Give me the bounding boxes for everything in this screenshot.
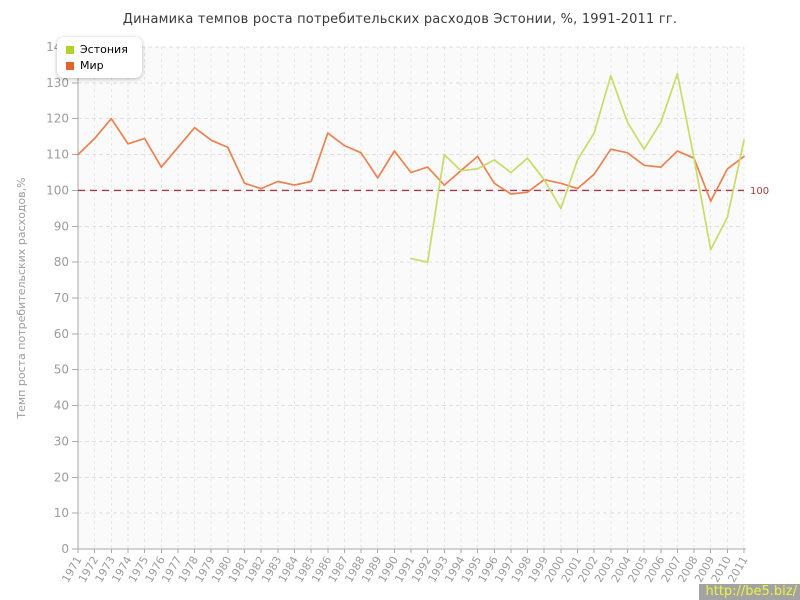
- y-axis-ticks: 0102030405060708090100110120130140: [46, 40, 78, 556]
- legend-item-estonia[interactable]: Эстония: [66, 43, 128, 56]
- svg-text:60: 60: [54, 327, 69, 341]
- svg-text:100: 100: [750, 186, 769, 197]
- legend-label-world: Мир: [80, 59, 104, 72]
- estonia-swatch-icon: [66, 45, 74, 54]
- legend-item-world[interactable]: Мир: [66, 59, 128, 72]
- svg-text:40: 40: [54, 399, 69, 413]
- svg-text:100: 100: [46, 183, 69, 197]
- svg-text:120: 120: [46, 112, 69, 126]
- svg-text:90: 90: [54, 219, 69, 233]
- svg-text:30: 30: [54, 434, 69, 448]
- svg-text:130: 130: [46, 76, 69, 90]
- reference-line-100: 100: [78, 186, 769, 197]
- estonia-line: [410, 73, 745, 263]
- watermark-link[interactable]: http://be5.biz/: [699, 584, 800, 600]
- chart-title: Динамика темпов роста потребительских ра…: [122, 12, 678, 27]
- svg-text:110: 110: [46, 148, 69, 162]
- world-line: [77, 117, 745, 203]
- world-swatch-icon: [66, 61, 74, 70]
- svg-text:70: 70: [54, 291, 69, 305]
- y-axis-title: Темп роста потребительских расходов,%: [15, 177, 28, 419]
- svg-text:50: 50: [54, 363, 69, 377]
- svg-text:80: 80: [54, 255, 69, 269]
- legend-label-estonia: Эстония: [80, 43, 128, 56]
- svg-text:20: 20: [54, 470, 69, 484]
- x-axis-ticks: 1971197219731974197519761977197819791980…: [59, 549, 751, 585]
- svg-text:0: 0: [61, 542, 69, 556]
- svg-text:10: 10: [54, 506, 69, 520]
- legend: Эстония Мир: [57, 37, 142, 78]
- axes: [77, 42, 746, 550]
